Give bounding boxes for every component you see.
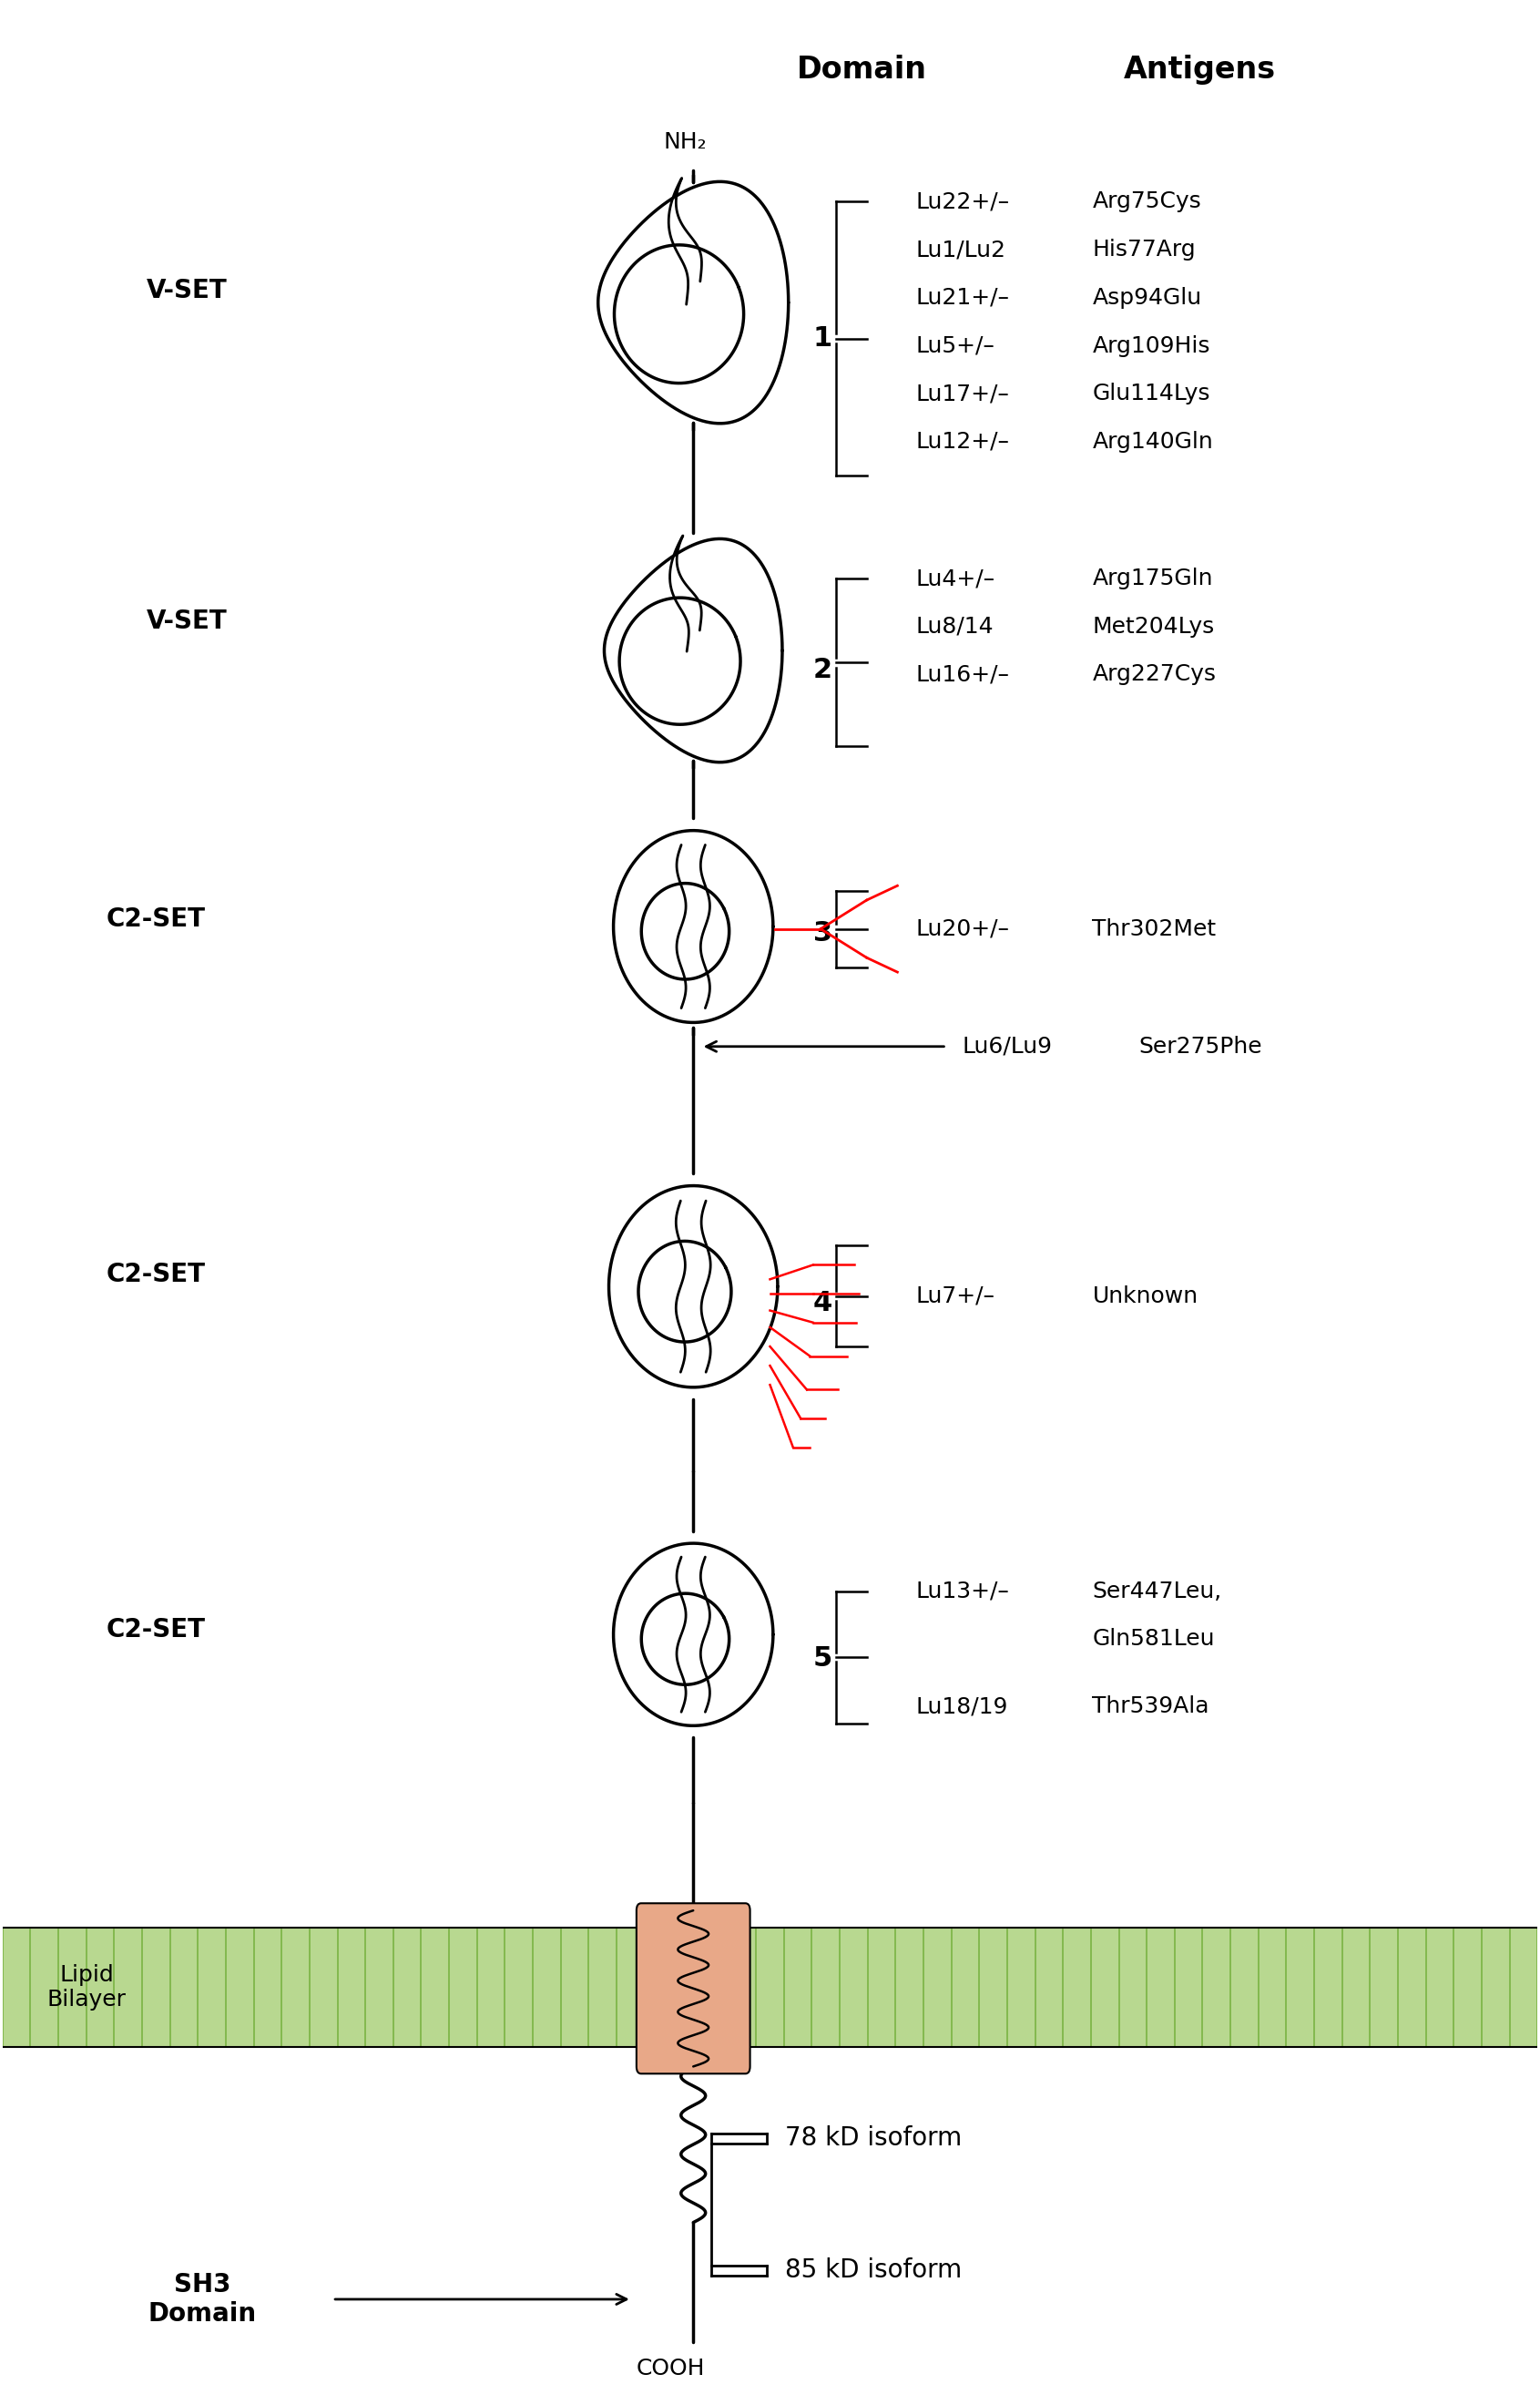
Text: SH3
Domain: SH3 Domain — [148, 2273, 256, 2326]
Text: Ser275Phe: Ser275Phe — [1138, 1037, 1261, 1058]
Text: Lu1/Lu2: Lu1/Lu2 — [916, 238, 1006, 260]
Text: Thr302Met: Thr302Met — [1092, 919, 1217, 940]
Text: Lu18/19: Lu18/19 — [916, 1696, 1009, 1717]
Text: NH₂: NH₂ — [664, 130, 707, 152]
Text: Lu16+/–: Lu16+/– — [916, 664, 1010, 685]
Text: Ser447Leu,: Ser447Leu, — [1092, 1580, 1221, 1602]
Text: 78 kD isoform: 78 kD isoform — [785, 2126, 962, 2150]
Text: Glu114Lys: Glu114Lys — [1092, 382, 1210, 404]
Text: V-SET: V-SET — [146, 608, 226, 635]
Text: Lu17+/–: Lu17+/– — [916, 382, 1010, 404]
Text: 3: 3 — [813, 921, 832, 948]
Text: Unknown: Unknown — [1092, 1284, 1198, 1306]
Text: V-SET: V-SET — [146, 277, 226, 303]
Text: Lu5+/–: Lu5+/– — [916, 334, 995, 356]
Text: C2-SET: C2-SET — [106, 907, 206, 933]
Text: Lu7+/–: Lu7+/– — [916, 1284, 995, 1306]
Text: Gln581Leu: Gln581Leu — [1092, 1628, 1215, 1650]
Text: Lu13+/–: Lu13+/– — [916, 1580, 1010, 1602]
Text: Arg109His: Arg109His — [1092, 334, 1210, 356]
Text: 5: 5 — [813, 1645, 832, 1671]
Text: Asp94Glu: Asp94Glu — [1092, 286, 1201, 308]
FancyBboxPatch shape — [636, 1902, 750, 2073]
Text: Lu8/14: Lu8/14 — [916, 616, 993, 637]
Text: Lu21+/–: Lu21+/– — [916, 286, 1010, 308]
Text: Lu20+/–: Lu20+/– — [916, 919, 1010, 940]
Text: 2: 2 — [813, 657, 832, 683]
Text: Arg140Gln: Arg140Gln — [1092, 430, 1214, 452]
Text: 85 kD isoform: 85 kD isoform — [785, 2258, 962, 2282]
Text: Lu12+/–: Lu12+/– — [916, 430, 1010, 452]
Bar — [3, 1926, 1537, 2047]
Text: 1: 1 — [813, 325, 832, 351]
Text: Arg75Cys: Arg75Cys — [1092, 190, 1201, 212]
Text: C2-SET: C2-SET — [106, 1616, 206, 1643]
Text: Lipid
Bilayer: Lipid Bilayer — [48, 1965, 126, 2011]
Text: Lu22+/–: Lu22+/– — [916, 190, 1010, 212]
Text: Lu6/Lu9: Lu6/Lu9 — [962, 1037, 1052, 1058]
Text: 4: 4 — [813, 1289, 832, 1316]
Text: Arg175Gln: Arg175Gln — [1092, 568, 1214, 589]
Text: Arg227Cys: Arg227Cys — [1092, 664, 1217, 685]
Text: Antigens: Antigens — [1124, 55, 1275, 84]
Text: Domain: Domain — [798, 55, 927, 84]
Text: Met204Lys: Met204Lys — [1092, 616, 1215, 637]
Text: Thr539Ala: Thr539Ala — [1092, 1696, 1209, 1717]
Text: COOH: COOH — [636, 2357, 705, 2381]
Text: C2-SET: C2-SET — [106, 1263, 206, 1287]
Text: His77Arg: His77Arg — [1092, 238, 1197, 260]
Text: Lu4+/–: Lu4+/– — [916, 568, 995, 589]
